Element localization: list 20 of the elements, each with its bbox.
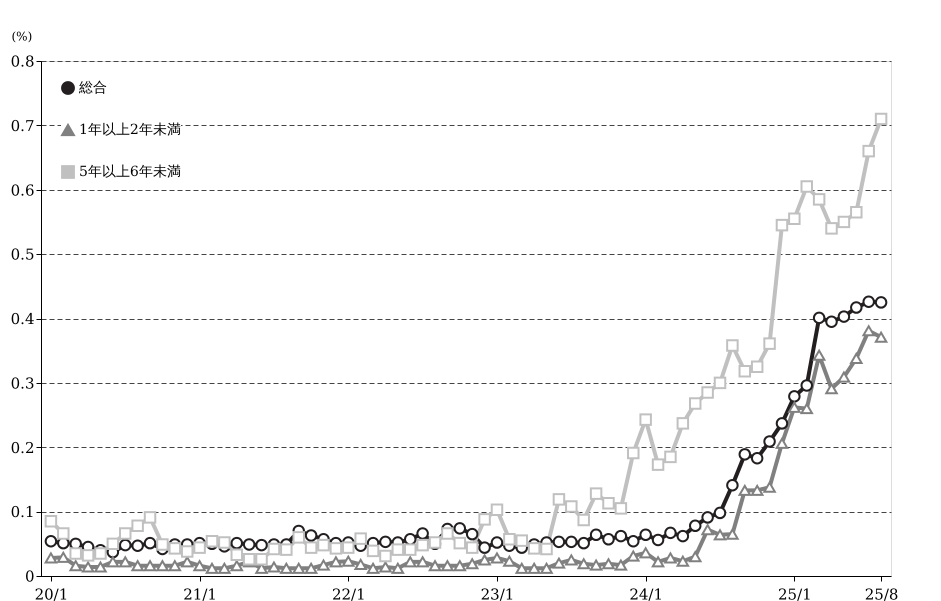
y-tick-label: 0.1: [10, 503, 34, 522]
x-tick-label: 20/1: [34, 586, 68, 601]
x-tick-label: 24/1: [629, 586, 664, 601]
legend-label: 1年以上2年未満: [79, 122, 181, 138]
y-tick-label: 0.8: [10, 52, 34, 70]
y-tick-label: 0: [24, 568, 34, 586]
x-tick-label: 25/8: [864, 586, 898, 601]
y-tick-label: 0.6: [10, 181, 34, 200]
y-tick-label: 0.7: [10, 116, 34, 135]
x-tick-label: 25/1: [778, 586, 812, 601]
x-tick-label: 22/1: [332, 586, 366, 601]
y-axis-title: (%): [12, 30, 32, 44]
y-tick-label: 0.2: [10, 438, 34, 457]
x-tick-label: 21/1: [183, 586, 217, 601]
y-tick-label: 0.3: [10, 374, 34, 392]
legend-label: 総合: [78, 80, 107, 96]
legend-label: 5年以上6年未満: [79, 164, 181, 180]
y-tick-label: 0.5: [10, 246, 34, 264]
x-tick-label: 23/1: [480, 586, 514, 601]
y-tick-label: 0.4: [10, 310, 34, 328]
